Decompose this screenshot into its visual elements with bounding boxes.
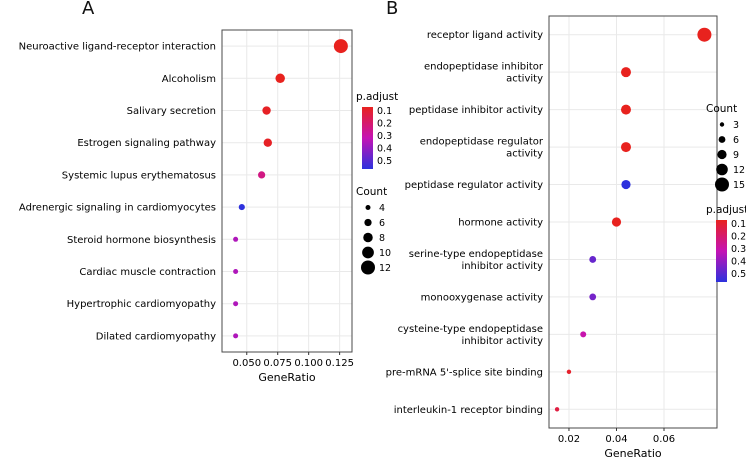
data-point [589,293,597,301]
legend-value-label: 12 [379,263,391,274]
legend-value-label: 10 [379,248,391,259]
data-point [621,179,631,190]
x-tick-label: 0.04 [605,434,627,445]
data-point [589,256,597,263]
legend-value-label: 3 [733,120,739,131]
legend-value-label: 6 [379,218,385,229]
category-label: peptidase inhibitor activity [409,105,543,116]
panel-b-label: B [386,0,399,19]
data-point [566,369,572,375]
plot-panel-border [221,29,353,353]
category-label: activity [506,149,543,160]
legend-count-dot [715,177,729,192]
data-point [233,269,239,274]
panel-a-label: A [82,0,95,19]
legend-tick-label: 0.4 [731,257,746,268]
legend-value-label: 4 [379,203,385,214]
legend-tick-label: 0.3 [377,131,392,142]
legend-title: p.adjust [706,204,746,216]
legend-title: Count [706,103,737,115]
data-point [697,27,712,42]
category-label: hormone activity [458,218,543,229]
data-point [620,67,631,78]
legend-title: Count [356,186,387,198]
data-point [620,142,631,153]
category-label: Hypertrophic cardiomyopathy [67,299,216,310]
category-label: endopeptidase inhibitor [424,62,544,73]
legend-tick-label: 0.1 [731,219,746,230]
legend-tick-label: 0.4 [377,144,392,155]
data-point [275,73,285,84]
legend-count-dot [362,246,374,259]
x-tick-label: 0.125 [325,358,354,369]
data-point [333,39,348,54]
data-point [263,138,272,147]
data-point [611,217,622,227]
legend-value-label: 15 [733,180,745,191]
legend-tick-label: 0.2 [377,119,392,130]
legend-count-dot [365,205,371,210]
legend-tick-label: 0.5 [731,269,746,280]
category-label: serine-type endopeptidase [409,249,543,260]
category-label: Systemic lupus erythematosus [62,170,216,181]
legend-tick-label: 0.5 [377,156,392,167]
category-label: Estrogen signaling pathway [77,138,216,149]
category-label: Neuroactive ligand-receptor interaction [19,42,216,53]
data-point [233,333,239,339]
category-label: inhibitor activity [461,261,543,272]
category-label: inhibitor activity [461,336,543,347]
legend-value-label: 8 [379,233,385,244]
category-label: Dilated cardiomyopathy [96,331,216,342]
category-label: activity [506,74,543,85]
legend-value-label: 12 [733,165,745,176]
x-tick-label: 0.075 [263,358,292,369]
x-axis-title: GeneRatio [604,447,662,460]
data-point [262,106,271,115]
legend-count-dot [363,232,373,243]
category-label: cysteine-type endopeptidase [398,324,543,335]
x-tick-label: 0.050 [232,358,261,369]
x-tick-label: 0.100 [294,358,323,369]
category-label: Steroid hormone biosynthesis [67,235,216,246]
legend-count-dot [364,218,372,227]
data-point [554,407,560,412]
plot-panel-bg [222,30,352,352]
x-tick-label: 0.02 [558,434,580,445]
panel-a-chart: 0.050 0.075 0.100 0.125 GeneRatio Neuroactive… [19,29,398,384]
category-label: pre-mRNA 5'-splice site binding [386,367,543,378]
legend-count-dot [716,163,728,176]
category-label: peptidase regulator activity [405,180,543,191]
legend-title: p.adjust [356,91,398,103]
category-label: receptor ligand activity [427,30,543,41]
category-label: endopeptidase regulator [420,137,544,148]
data-point [238,204,245,211]
padjust-colorbar [716,220,727,282]
category-label: Cardiac muscle contraction [79,267,216,278]
padjust-colorbar [362,107,373,169]
legend-count-dot [717,149,727,160]
x-axis-title: GeneRatio [258,371,316,384]
legend-tick-label: 0.3 [731,244,746,255]
panel-b-chart: 0.02 0.04 0.06 GeneRatio receptor ligand act… [386,15,746,460]
data-point [233,236,239,242]
legend-value-label: 6 [733,135,739,146]
category-label: interleukin-1 receptor binding [394,405,543,416]
data-point [620,104,631,115]
category-label: Salivary secretion [127,106,216,117]
category-label: monooxygenase activity [421,292,543,303]
legend-count-dot [361,260,375,275]
legend-value-label: 9 [733,150,739,161]
legend-tick-label: 0.2 [731,232,746,243]
data-point [233,301,239,307]
legend-count-dot [718,136,726,143]
data-point [580,331,587,338]
data-point [257,171,266,179]
legend-tick-label: 0.1 [377,106,392,117]
category-label: Alcoholism [162,74,216,85]
legend-count-dot [719,122,725,127]
category-label: Adrenergic signaling in cardiomyocytes [19,203,216,214]
x-tick-label: 0.06 [653,434,675,445]
